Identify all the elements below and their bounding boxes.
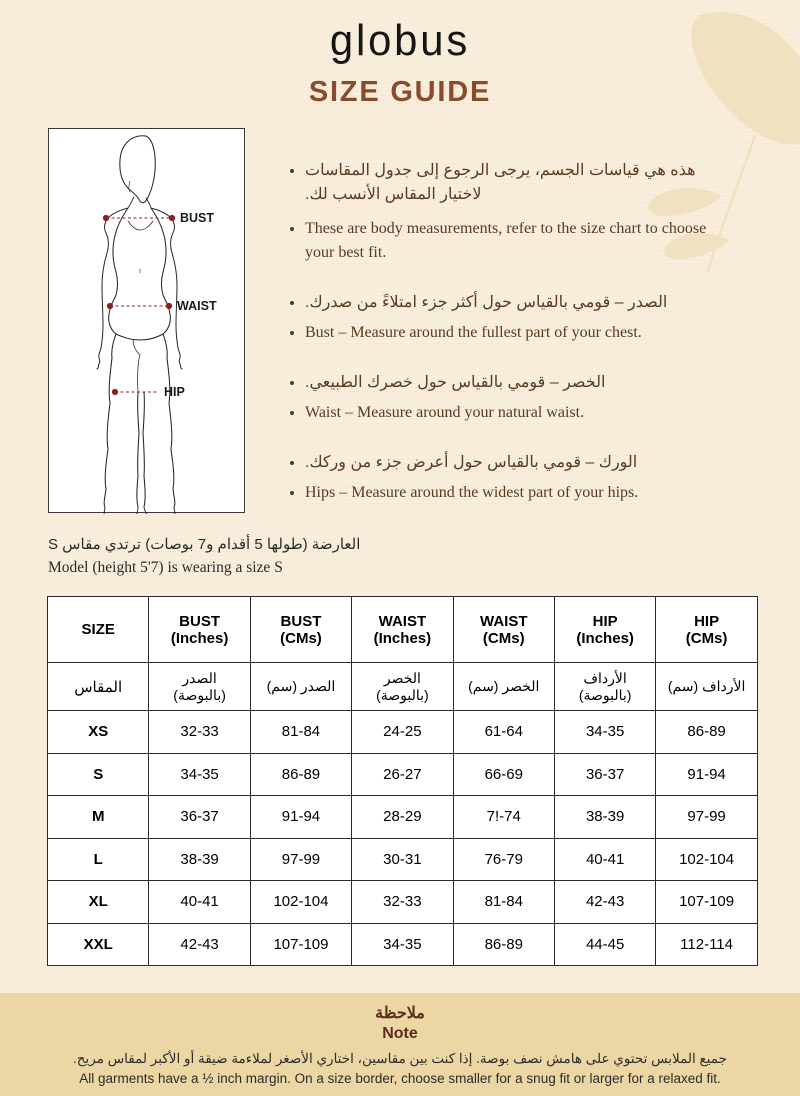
svg-text:WAIST: WAIST	[177, 299, 217, 313]
svg-text:HIP: HIP	[164, 385, 185, 399]
svg-text:BUST: BUST	[180, 211, 214, 225]
